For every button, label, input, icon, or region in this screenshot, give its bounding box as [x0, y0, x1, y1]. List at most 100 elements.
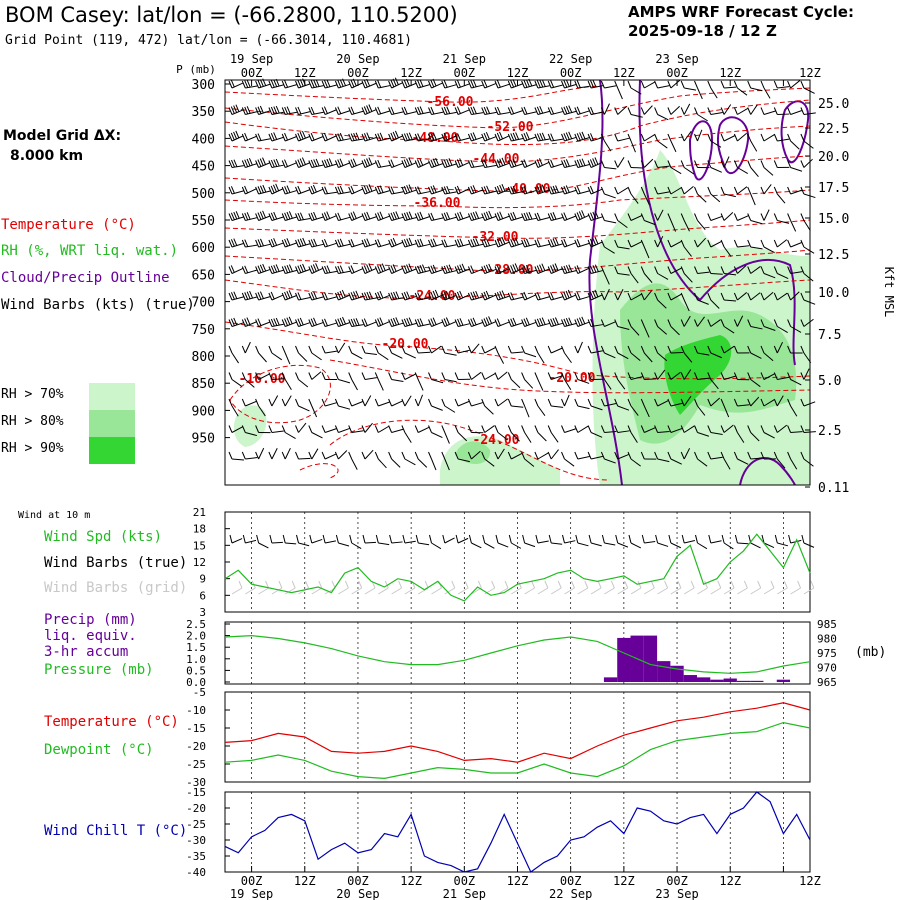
- grid-wind-barb: [284, 580, 296, 595]
- wind-barb: [600, 398, 617, 407]
- grid-wind-barb: [657, 580, 669, 595]
- wind-barb: [481, 425, 495, 433]
- wind-barb: [667, 186, 682, 195]
- wind-barb: [574, 210, 589, 221]
- wind-barb: [481, 132, 497, 142]
- grid-wind-barb: [258, 580, 270, 595]
- y-tick-label: 1.0: [186, 653, 206, 666]
- wind-barb: [268, 183, 283, 195]
- wind-barb: [574, 131, 590, 142]
- label-pressure: Pressure (mb): [44, 662, 154, 678]
- cloud-outline-blob1: [688, 120, 714, 181]
- grid-wind-barb: [803, 580, 815, 595]
- wind-barb: [268, 238, 284, 248]
- wind-barb: [747, 319, 763, 330]
- wind-barb: [281, 345, 291, 365]
- isotherm-label: -24.00: [409, 289, 456, 304]
- wind-barb: [441, 132, 456, 142]
- wind-barb: [241, 290, 258, 301]
- precip-bar: [617, 637, 631, 682]
- wind-barb: [627, 80, 642, 95]
- wind-barb: [255, 210, 270, 221]
- wind-barb: [388, 451, 401, 468]
- wind-barb: [654, 133, 668, 149]
- wind-barb: [241, 398, 257, 407]
- wind-barb: [507, 158, 523, 168]
- wind-barb: [321, 372, 338, 380]
- wind-barb: [800, 368, 810, 380]
- grid-wind-barb: [444, 580, 456, 595]
- wind-barb: [374, 239, 390, 248]
- wind-barb: [507, 372, 521, 389]
- wind-barb: [228, 291, 244, 301]
- kft-tick: 20.0: [818, 150, 849, 165]
- wind-barb: [414, 318, 431, 327]
- true-wind-barb: [668, 534, 682, 549]
- bottom-hour-label: 00Z: [560, 874, 582, 888]
- wind-barb: [428, 212, 444, 221]
- top-hour-label: 00Z: [241, 66, 263, 80]
- isotherm-label: -48.00: [412, 131, 459, 146]
- true-wind-barb: [774, 534, 789, 547]
- true-wind-barb: [721, 534, 734, 550]
- pressure-tick: 500: [192, 187, 215, 202]
- wind-barb: [654, 80, 670, 89]
- wind-barb: [361, 238, 377, 248]
- wind-barb: [348, 211, 363, 221]
- wind-barb: [640, 345, 653, 363]
- wind-barb: [680, 448, 691, 460]
- wind-barb: [694, 345, 710, 356]
- wind-barb: [428, 238, 444, 248]
- wind-barb: [600, 160, 617, 170]
- wind-barb: [680, 160, 695, 175]
- temperature-contour-labels: -56.00-52.00-48.00-44.00-40.00-36.00-32.…: [239, 95, 596, 448]
- true-wind-barb: [322, 534, 336, 544]
- wind-barb: [733, 80, 748, 96]
- wind-barb: [441, 290, 457, 301]
- wind-barb: [481, 106, 497, 115]
- wind-barb: [561, 289, 576, 301]
- isotherm-label: -56.00: [427, 95, 474, 110]
- bottom-hour-label: 12Z: [400, 874, 422, 888]
- wind-barb: [667, 398, 683, 407]
- rh-key-90-swatch: [89, 437, 135, 464]
- wind-barb: [707, 239, 722, 248]
- wind-barb: [428, 317, 443, 327]
- wind-barb: [773, 451, 786, 469]
- wind-barb: [521, 317, 537, 327]
- grid-wind-barb: [537, 580, 549, 595]
- wind-barb: [507, 317, 523, 327]
- wind-barb: [521, 264, 537, 274]
- grid-wind-barb: [763, 580, 775, 595]
- wind-barb: [467, 398, 484, 407]
- y-tick-label: 9: [199, 573, 206, 586]
- wind-barb: [441, 425, 450, 444]
- temperature-line: [224, 702, 811, 763]
- grid-wind-barb: [697, 580, 708, 595]
- wind-barb: [388, 186, 404, 195]
- wind-barb: [295, 451, 311, 460]
- wind-barb: [587, 425, 603, 438]
- true-wind-barb: [362, 534, 377, 544]
- wind-barb: [654, 369, 666, 380]
- wind-barb: [321, 79, 337, 89]
- pressure-tick: 600: [192, 241, 215, 256]
- wind-barb: [414, 79, 430, 89]
- wind-barb: [680, 369, 692, 380]
- wind-barb: [760, 107, 776, 115]
- wind-barb: [600, 213, 617, 224]
- wind-barb: [241, 425, 258, 437]
- wind-barb: [414, 372, 424, 391]
- wind-barb: [614, 451, 630, 460]
- wind-barb: [308, 317, 324, 327]
- precip-bar: [643, 635, 658, 682]
- grid-wind-barb: [710, 580, 722, 595]
- wind-barb: [800, 158, 813, 168]
- wind-barb: [414, 158, 430, 168]
- wind-barb: [321, 398, 337, 407]
- y-tick-label: 0.5: [186, 664, 206, 677]
- true-wind-barb: [429, 534, 442, 550]
- true-wind-barb: [229, 534, 243, 544]
- wind-barb: [521, 451, 535, 467]
- wind-barb: [707, 425, 723, 435]
